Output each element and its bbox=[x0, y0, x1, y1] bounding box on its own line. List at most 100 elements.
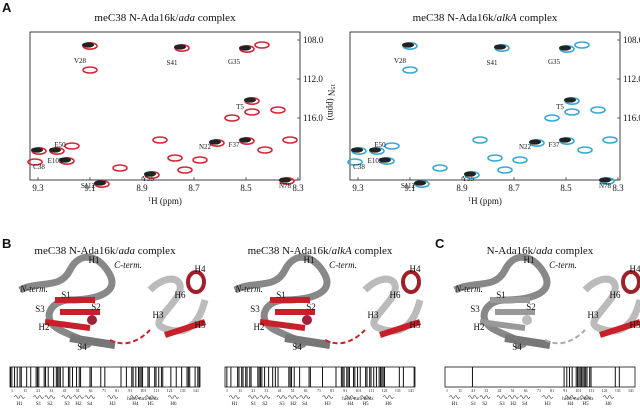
title-text: N-Ada16k/ bbox=[487, 245, 537, 257]
peak bbox=[174, 44, 186, 50]
stripe bbox=[35, 367, 37, 387]
stripe bbox=[170, 367, 172, 387]
stripe bbox=[38, 367, 40, 387]
title-italic: alkA bbox=[332, 245, 352, 257]
stripe bbox=[340, 367, 342, 387]
peak-contour bbox=[574, 41, 590, 49]
residue-number: 31 bbox=[49, 388, 53, 393]
linker bbox=[324, 329, 366, 345]
stripe bbox=[237, 367, 239, 387]
ribbon bbox=[164, 319, 206, 338]
stripe bbox=[19, 367, 21, 387]
stripe bbox=[614, 367, 616, 387]
stripe bbox=[53, 367, 55, 387]
residue-number: 51 bbox=[511, 388, 515, 393]
peak-contour bbox=[590, 106, 606, 114]
residue bbox=[87, 315, 97, 325]
element-label: S4 bbox=[87, 402, 93, 407]
residue-number: 141 bbox=[193, 388, 199, 393]
residue-number: 21 bbox=[36, 388, 40, 393]
element-label: H5 bbox=[583, 402, 590, 407]
stripe bbox=[241, 367, 243, 387]
stripe bbox=[187, 367, 189, 387]
stripe bbox=[242, 367, 244, 387]
peak-contour bbox=[544, 114, 560, 122]
stripe bbox=[571, 367, 573, 387]
residue bbox=[302, 315, 312, 325]
element-label: H6 bbox=[385, 402, 392, 407]
element-glyph bbox=[360, 395, 371, 399]
peak-contour bbox=[432, 164, 448, 172]
stripe bbox=[160, 367, 162, 387]
stripe bbox=[264, 367, 266, 387]
peak bbox=[144, 171, 156, 177]
motif-label: helix-turn-helix bbox=[562, 397, 594, 402]
stripe bbox=[586, 367, 588, 387]
x-tick-label: 8.3 bbox=[292, 183, 304, 193]
residue-number: 91 bbox=[563, 388, 567, 393]
element-glyph bbox=[519, 395, 531, 399]
structure-label: H3 bbox=[153, 310, 164, 320]
structure-label: N-term. bbox=[19, 284, 48, 294]
stripe bbox=[342, 367, 344, 387]
element-label: H3 bbox=[325, 402, 332, 407]
stripe bbox=[36, 367, 38, 387]
stripe bbox=[154, 367, 156, 387]
stripe bbox=[589, 367, 591, 387]
stripe bbox=[238, 367, 240, 387]
peak-label: N22 bbox=[199, 143, 212, 151]
stripe bbox=[131, 367, 133, 387]
structure-label: S1 bbox=[496, 290, 506, 300]
stripe bbox=[277, 367, 279, 387]
stripe bbox=[67, 367, 69, 387]
element-glyph bbox=[345, 395, 356, 399]
peak-contour bbox=[82, 66, 98, 74]
element-label: S1 bbox=[36, 402, 42, 407]
element-glyph bbox=[33, 395, 44, 399]
structure-label: S2 bbox=[91, 302, 101, 312]
element-label: H6 bbox=[605, 402, 612, 407]
title-text: meC38 N-Ada16k/ bbox=[34, 245, 119, 257]
stripe bbox=[566, 367, 568, 387]
stripe bbox=[370, 367, 372, 387]
peak bbox=[59, 157, 71, 163]
peak bbox=[379, 157, 391, 163]
element-glyph bbox=[288, 395, 299, 399]
peak bbox=[559, 137, 571, 143]
element-glyph bbox=[580, 395, 591, 399]
stripe bbox=[147, 367, 149, 387]
sequence-bar bbox=[444, 366, 636, 388]
stripe bbox=[581, 367, 583, 387]
peak-label: S112 bbox=[401, 182, 416, 190]
stripe bbox=[120, 367, 122, 387]
stripe bbox=[378, 367, 380, 387]
residue-number: 11 bbox=[458, 388, 462, 393]
stripe bbox=[80, 367, 82, 387]
stripe bbox=[384, 367, 386, 387]
peak-contour bbox=[64, 142, 80, 150]
residue-number: 1 bbox=[226, 388, 228, 393]
peak-contour bbox=[167, 154, 183, 162]
y-axis-label: 15N (ppm) bbox=[326, 84, 336, 121]
element-label: H5 bbox=[363, 402, 370, 407]
stripe bbox=[359, 367, 361, 387]
stripe bbox=[354, 367, 356, 387]
title-text: complex bbox=[352, 245, 393, 257]
label: H (ppm) bbox=[471, 196, 502, 206]
x-tick-label: 8.9 bbox=[456, 183, 468, 193]
structure-label: S3 bbox=[470, 304, 480, 314]
residue-number: 111 bbox=[369, 388, 375, 393]
peak bbox=[564, 97, 576, 103]
stripe bbox=[568, 367, 570, 387]
element-label: S2 bbox=[47, 402, 53, 407]
structure-label: S2 bbox=[526, 302, 536, 312]
stripe bbox=[186, 367, 188, 387]
peak-label: T5 bbox=[236, 103, 244, 111]
peak-label: E103 bbox=[368, 157, 383, 165]
element-glyph bbox=[259, 395, 271, 399]
element-glyph bbox=[145, 395, 156, 399]
y-tick-label: 108.0 bbox=[303, 35, 324, 45]
